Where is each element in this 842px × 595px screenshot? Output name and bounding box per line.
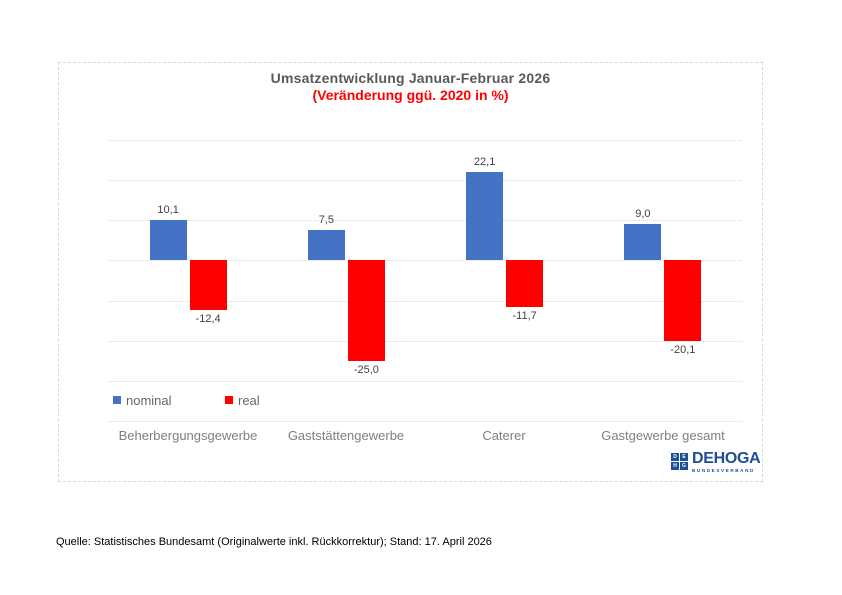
bar-value-label: 7,5 [318,214,335,227]
dehoga-logo: D E H G DEHOGA BUNDESVERBAND [671,450,761,474]
bar-value-label: -25,0 [353,363,379,376]
chart-container: Umsatzentwicklung Januar-Februar 2026 (V… [58,62,763,482]
bar-value-label: -11,7 [512,310,537,323]
legend-swatch-real [225,396,233,404]
gridline [109,180,742,182]
gridline [109,260,742,262]
dehoga-crest-icon: D E H G [671,453,689,471]
gridline [109,140,742,141]
bar-real-2 [506,260,544,308]
category-label-gastgewerbe-gesamt: Gastgewerbe gesamt [601,428,725,443]
legend-item-nominal: nominal [113,392,172,408]
source-note: Quelle: Statistisches Bundesamt (Origina… [56,536,492,548]
gridline [109,340,742,342]
logo-text: DEHOGA BUNDESVERBAND [692,450,761,474]
category-label-gaststaettengewerbe: Gaststättengewerbe [287,428,405,443]
legend-label-nominal: nominal [126,392,172,408]
bar-value-label: 10,1 [157,203,179,216]
legend-swatch-nominal [113,396,121,404]
bar-value-label: 9,0 [635,208,651,221]
bar-value-label: -12,4 [195,313,221,326]
legend-label-real: real [238,392,260,408]
gridline [109,380,742,382]
bar-real-1 [347,260,385,361]
bar-value-label: -20,1 [670,344,696,357]
logo-name: DEHOGA [692,450,761,467]
legend-item-real: real [225,392,260,408]
gridline [109,220,742,222]
bar-real-3 [664,260,702,342]
gridline [109,300,742,302]
bar-real-0 [189,260,227,311]
crest-tile: G [680,462,688,470]
crest-tile: D [671,453,679,461]
bar-nominal-0 [149,219,187,261]
plot-area: 10,1 7,5 22,1 9,0 -12,4 -25,0 -11,7 -20,1 [109,140,742,422]
bar-nominal-3 [624,224,662,261]
bar-nominal-1 [307,230,345,261]
chart-title: Umsatzentwicklung Januar-Februar 2026 [270,70,551,86]
crest-tile: E [680,453,688,461]
gridline [109,421,742,422]
logo-subtext: BUNDESVERBAND [692,468,755,473]
crest-tile: H [671,462,679,470]
category-label-beherbergungsgewerbe: Beherbergungsgewerbe [118,428,258,443]
category-label-caterer: Caterer [482,428,526,443]
bar-value-label: 22,1 [473,155,496,168]
chart-subtitle: (Veränderung ggü. 2020 in %) [312,87,509,103]
bar-nominal-2 [466,171,504,261]
